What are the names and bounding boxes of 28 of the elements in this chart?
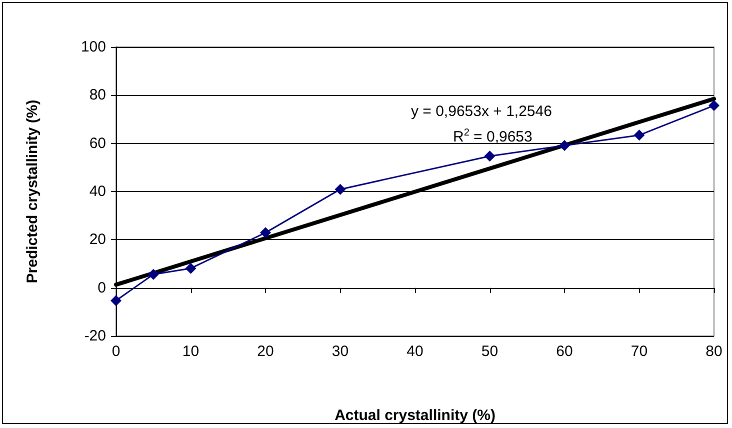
x-tick-label: 70 — [630, 343, 648, 360]
point — [148, 268, 159, 280]
point — [260, 227, 271, 238]
x-tick-label: 20 — [257, 343, 274, 360]
y-tick-label: 60 — [89, 134, 106, 152]
x-tick-label: 60 — [556, 343, 573, 360]
x-tick-label: 80 — [706, 343, 722, 360]
y-tick-label: 80 — [89, 86, 106, 104]
x-tick-label: 30 — [332, 343, 349, 360]
x-tick-label: 0 — [112, 343, 120, 360]
x-tick-label: 10 — [182, 343, 200, 360]
y-tick-label: 0 — [98, 279, 106, 296]
y-tick-label: 100 — [80, 38, 106, 56]
x-tick-label: 40 — [406, 343, 424, 360]
y-tick-label: 20 — [89, 231, 106, 248]
point — [559, 140, 570, 151]
x-axis-title: Actual crystallinity (%) — [334, 407, 496, 424]
annotation: y = 0,9653x + 1,2546 — [411, 103, 552, 120]
point — [484, 150, 496, 162]
point — [334, 184, 346, 195]
y-tick-label: -20 — [84, 328, 106, 344]
point — [110, 295, 122, 306]
point — [185, 262, 196, 274]
point — [634, 130, 645, 141]
x-tick-label: 50 — [481, 343, 498, 360]
y-tick-label: 40 — [89, 183, 106, 200]
point — [708, 100, 720, 112]
y-axis-title: Predicted crystallinity (%) — [24, 100, 41, 284]
